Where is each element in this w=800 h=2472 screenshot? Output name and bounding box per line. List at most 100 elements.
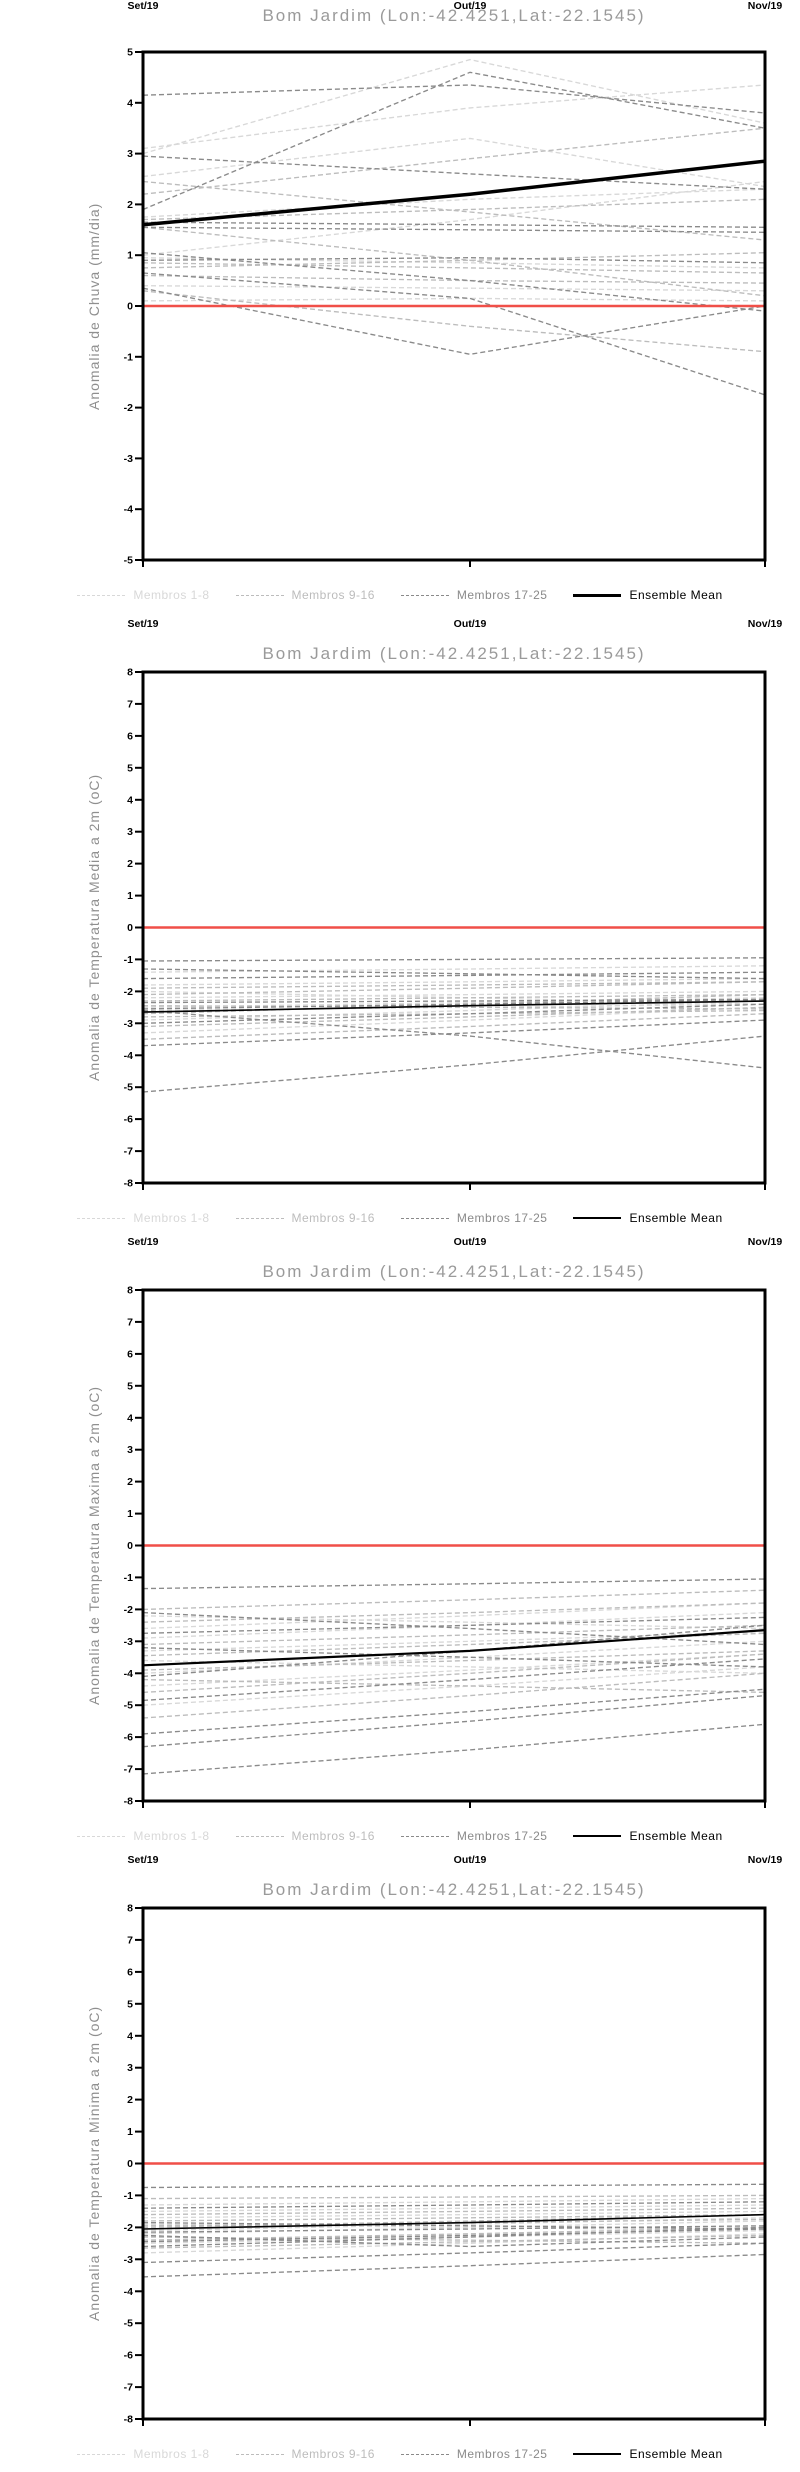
x-tick-label: Set/19 [127,618,159,630]
svg-text:-7: -7 [124,1764,133,1776]
svg-text:-3: -3 [124,453,133,465]
svg-text:1: 1 [127,1508,133,1520]
legend-label: Membros 9-16 [291,1829,375,1843]
svg-text:1: 1 [127,2126,133,2138]
legend-entry-ensemble-mean: Ensemble Mean [573,1829,722,1843]
svg-text:1: 1 [127,890,133,902]
svg-text:2: 2 [127,858,133,870]
legend: Membros 1-8 Membros 9-16 Membros 17-25 E… [0,1829,800,1843]
legend-entry-membros-17-25: Membros 17-25 [400,1211,548,1225]
svg-text:3: 3 [127,1444,133,1456]
dashed-line-sample [235,594,284,596]
svg-text:-2: -2 [124,986,133,998]
svg-text:7: 7 [127,698,133,710]
svg-text:-1: -1 [124,954,133,966]
dashed-line-sample [77,1835,126,1837]
solid-line-sample [573,2453,622,2455]
legend: Membros 1-8 Membros 9-16 Membros 17-25 E… [0,1211,800,1225]
svg-text:3: 3 [127,148,133,160]
legend: Membros 1-8 Membros 9-16 Membros 17-25 E… [0,588,800,602]
legend-label: Ensemble Mean [629,1829,723,1843]
legend: Membros 1-8 Membros 9-16 Membros 17-25 E… [0,2447,800,2461]
legend-entry-membros-9-16: Membros 9-16 [235,588,375,602]
legend-label: Membros 9-16 [291,588,375,602]
dashed-line-sample [400,1835,449,1837]
svg-text:-4: -4 [124,1668,133,1680]
svg-text:-1: -1 [124,351,133,363]
legend-entry-membros-17-25: Membros 17-25 [400,2447,548,2461]
legend-label: Membros 9-16 [291,2447,375,2461]
legend-entry-membros-9-16: Membros 9-16 [235,1829,375,1843]
dashed-line-sample [400,1217,449,1219]
svg-text:-2: -2 [124,402,133,414]
legend-label: Ensemble Mean [629,2447,723,2461]
solid-line-sample [573,593,622,597]
x-tick-label: Out/19 [453,0,487,12]
svg-text:-8: -8 [124,1796,133,1808]
plot-area: -5 -4 -3 -2 -1 0 1 2 3 4 5 [124,47,767,567]
svg-text:7: 7 [127,1316,133,1328]
dashed-line-sample [235,1835,284,1837]
svg-text:5: 5 [127,1380,133,1392]
x-tick-label: Set/19 [127,1236,159,1248]
svg-text:5: 5 [127,762,133,774]
chart-title: Bom Jardim (Lon:-42.4251,Lat:-22.1545) [262,1262,646,1281]
x-tick-label: Out/19 [453,618,487,630]
svg-text:-5: -5 [124,555,133,567]
svg-text:-4: -4 [124,2286,133,2298]
svg-text:4: 4 [127,2030,133,2042]
svg-text:-5: -5 [124,1082,133,1094]
legend-label: Membros 17-25 [456,588,548,602]
x-tick-label: Out/19 [453,1236,487,1248]
svg-text:-3: -3 [124,2254,133,2266]
legend-entry-ensemble-mean: Ensemble Mean [573,2447,722,2461]
svg-text:0: 0 [127,1540,133,1552]
dashed-line-sample [235,1217,284,1219]
chart-title: Bom Jardim (Lon:-42.4251,Lat:-22.1545) [262,644,646,663]
legend-entry-membros-17-25: Membros 17-25 [400,1829,548,1843]
svg-text:6: 6 [127,730,133,742]
plot-area: -8 -7 -6 -5 -4 -3 -2 -1 0 1 2 3 4 5 6 7 8 [124,1285,767,1808]
svg-text:-6: -6 [124,1114,133,1126]
svg-text:5: 5 [127,47,133,59]
svg-text:-8: -8 [124,1178,133,1190]
svg-text:-6: -6 [124,1732,133,1744]
x-tick-label: Set/19 [127,1854,159,1866]
x-tick-label: Nov/19 [747,0,783,12]
legend-label: Membros 17-25 [456,2447,548,2461]
svg-text:1: 1 [127,250,133,262]
legend-label: Membros 1-8 [133,1829,210,1843]
chart-anomalia-temp-media: Bom Jardim (Lon:-42.4251,Lat:-22.1545) A… [0,618,800,1236]
chart-anomalia-temp-maxima: Bom Jardim (Lon:-42.4251,Lat:-22.1545) A… [0,1236,800,1854]
dashed-line-sample [400,2453,449,2455]
legend-entry-membros-9-16: Membros 9-16 [235,2447,375,2461]
svg-text:6: 6 [127,1348,133,1360]
legend-entry-membros-1-8: Membros 1-8 [77,1211,209,1225]
dashed-line-sample [400,594,449,596]
legend-entry-membros-9-16: Membros 9-16 [235,1211,375,1225]
legend-entry-membros-1-8: Membros 1-8 [77,1829,209,1843]
solid-line-sample [573,1835,622,1837]
svg-text:-2: -2 [124,1604,133,1616]
chart-title: Bom Jardim (Lon:-42.4251,Lat:-22.1545) [262,6,646,25]
svg-text:2: 2 [127,199,133,211]
svg-text:-2: -2 [124,2222,133,2234]
chart-anomalia-chuva: Bom Jardim (Lon:-42.4251,Lat:-22.1545) A… [0,0,800,618]
svg-text:4: 4 [127,1412,133,1424]
legend-label: Ensemble Mean [629,588,723,602]
plot-area: -8 -7 -6 -5 -4 -3 -2 -1 0 1 2 3 4 5 6 7 8 [124,1903,767,2426]
plot-area: -8 -7 -6 -5 -4 -3 -2 -1 0 1 2 3 4 5 6 7 8 [124,667,767,1190]
legend-label: Membros 9-16 [291,1211,375,1225]
legend-label: Membros 17-25 [456,1829,548,1843]
chart-title: Bom Jardim (Lon:-42.4251,Lat:-22.1545) [262,1880,646,1899]
svg-text:4: 4 [127,794,133,806]
legend-label: Membros 1-8 [133,588,210,602]
x-tick-label: Nov/19 [747,1236,783,1248]
svg-text:-8: -8 [124,2414,133,2426]
dashed-line-sample [77,2453,126,2455]
svg-text:-3: -3 [124,1636,133,1648]
x-tick-label: Set/19 [127,0,159,12]
legend-label: Membros 1-8 [133,1211,210,1225]
dashed-line-sample [77,594,126,596]
x-tick-label: Nov/19 [747,1854,783,1866]
